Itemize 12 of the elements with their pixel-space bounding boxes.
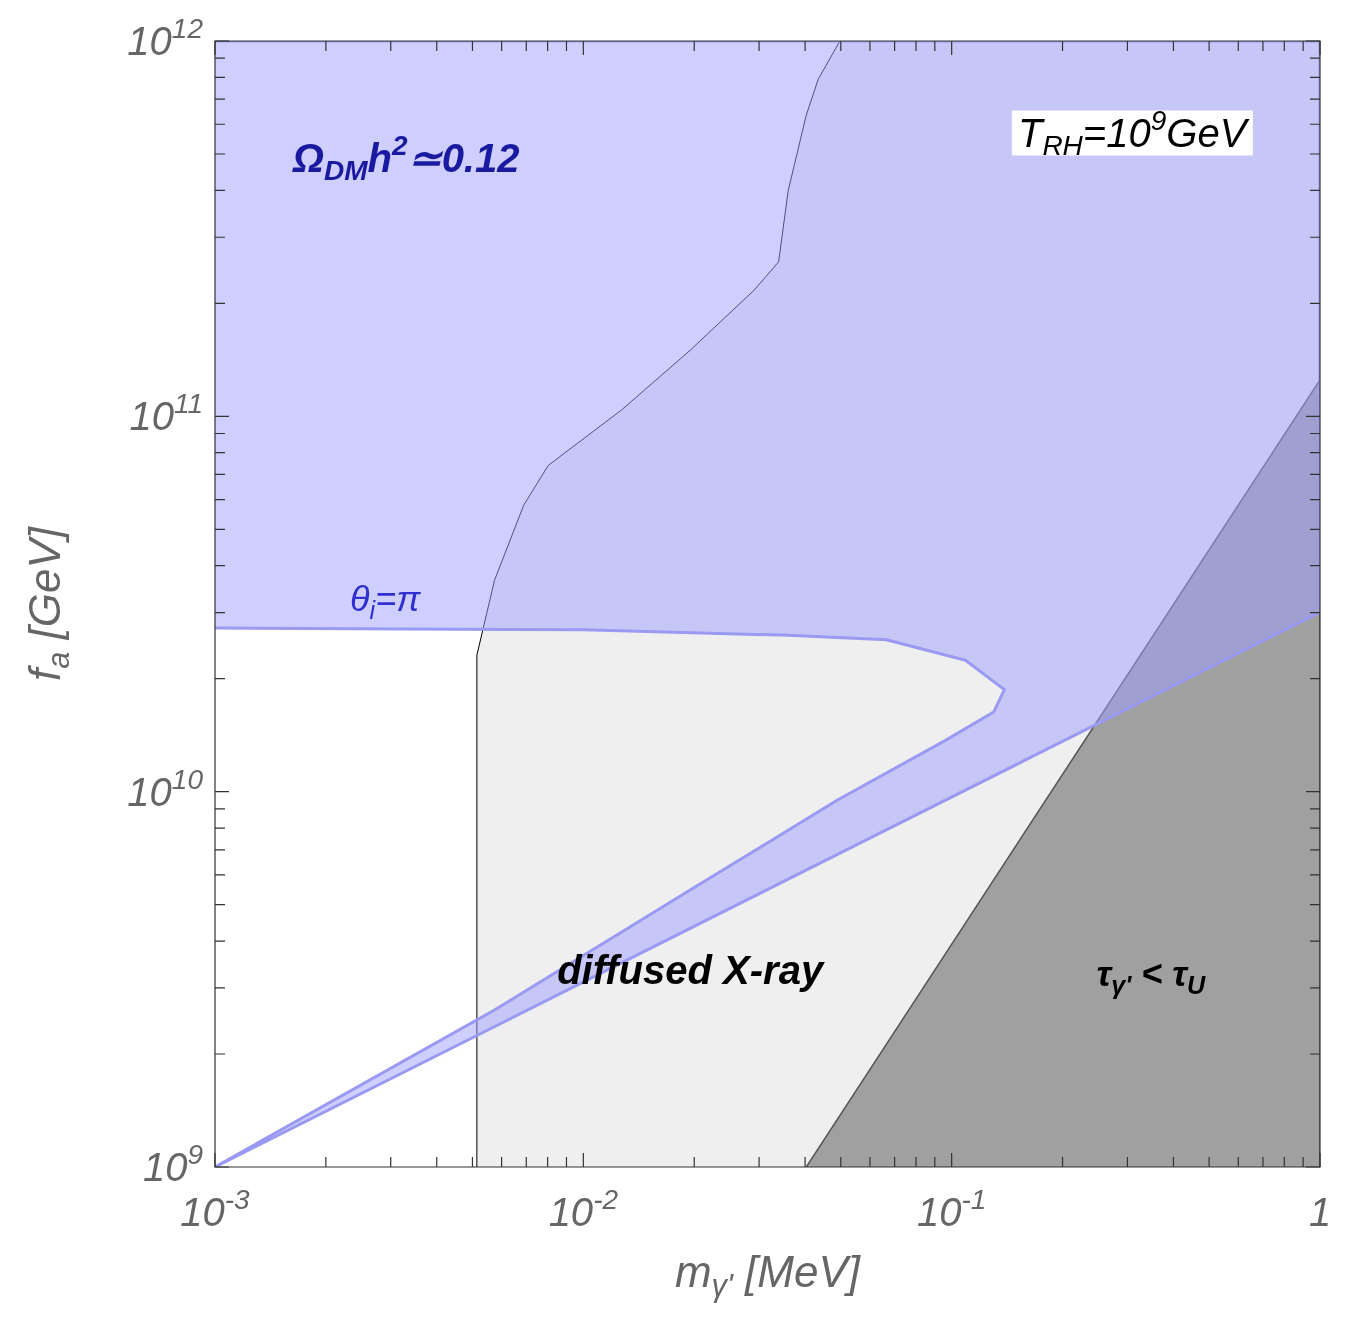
x-tick-label: 10$^{-1}$ (916, 1184, 987, 1234)
annotation: T$_{RH}$=10$^{9}$GeV (1016, 105, 1251, 162)
annotation: Ω$_{DM}$h$^{2}$≃0.12 (292, 130, 520, 187)
y-tick-label: 10$^{11}$ (129, 388, 203, 439)
x-tick-label: 10$^{-2}$ (548, 1184, 619, 1234)
y-tick-label: 10$^{10}$ (127, 763, 203, 814)
x-axis-title: m$_{γ'}$ [MeV] (674, 1247, 861, 1304)
annotation: τ$_{γ'}$ < τ$_{U}$ (1096, 953, 1206, 999)
annotation: diffused X-ray (557, 947, 824, 993)
annotation: θ$_{i}$=π (350, 578, 421, 625)
y-tick-label: 10$^{12}$ (127, 13, 203, 63)
x-tick-label: 1 (1308, 1190, 1332, 1234)
